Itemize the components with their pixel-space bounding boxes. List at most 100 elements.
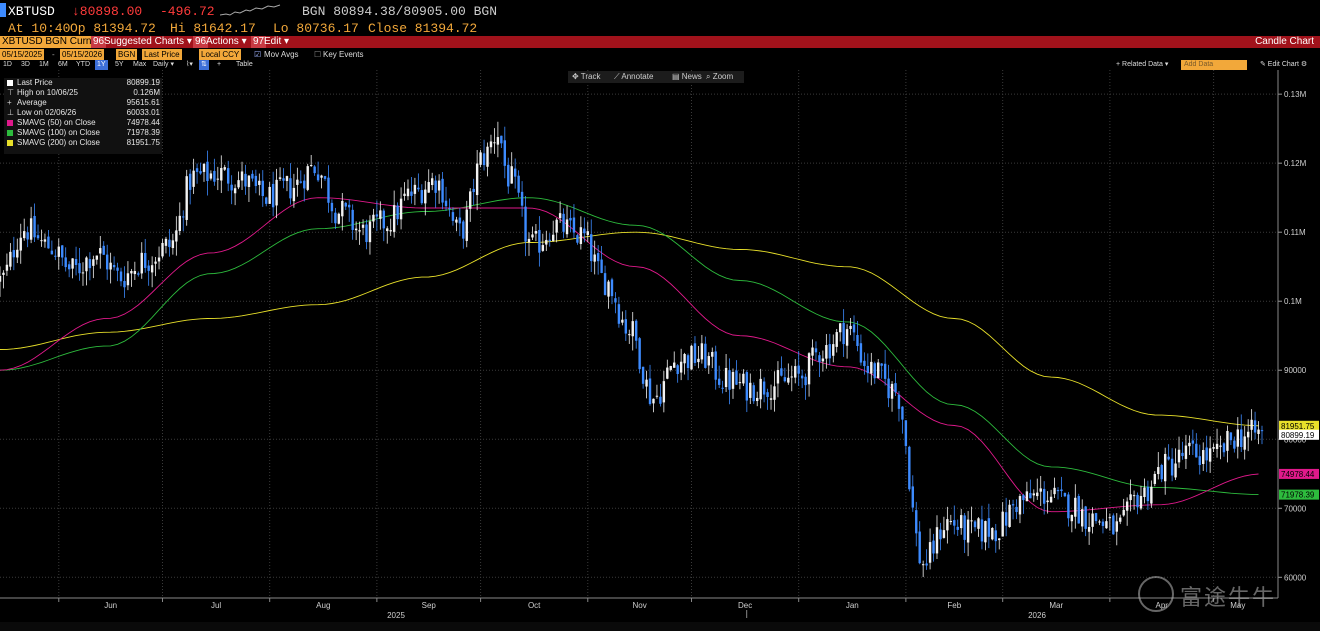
- candle-up: [368, 221, 372, 243]
- candle-down: [524, 206, 527, 242]
- range-ytd[interactable]: YTD: [76, 61, 90, 68]
- ticker-symbol[interactable]: XBTUSD: [8, 4, 55, 19]
- candle-up: [1049, 496, 1053, 503]
- legend-sma50[interactable]: SMAVG (50) on Close 74978.44: [4, 118, 162, 128]
- candle-up: [966, 519, 970, 543]
- candle-down: [254, 175, 258, 187]
- average-marker-icon: +: [7, 98, 12, 107]
- range-6m[interactable]: 6M: [58, 61, 68, 68]
- candle-up: [372, 214, 375, 222]
- candle-up: [465, 209, 468, 241]
- candle-up: [531, 234, 534, 238]
- candle-up: [427, 182, 430, 193]
- candle-down: [147, 265, 150, 271]
- range-max[interactable]: Max: [133, 61, 147, 68]
- candle-up: [821, 358, 825, 362]
- candle-up: [1018, 496, 1022, 515]
- add-icon[interactable]: +: [217, 61, 222, 68]
- currency-field[interactable]: Local CCY: [199, 49, 242, 60]
- candle-down: [112, 264, 116, 268]
- candle-style-icon[interactable]: ⇅: [199, 60, 209, 70]
- x-month-label: Dec: [738, 601, 752, 610]
- price-field[interactable]: Last Price: [142, 49, 182, 60]
- actions-menu[interactable]: Actions ▾: [206, 36, 247, 47]
- candle-up: [430, 178, 434, 185]
- candle-chart[interactable]: 600007000080000900000.1M0.11M0.12M0.13M …: [0, 70, 1320, 622]
- candle-down: [880, 363, 883, 366]
- candle-up: [130, 270, 133, 274]
- legend-sma100[interactable]: SMAVG (100) on Close 71978.39: [4, 128, 162, 138]
- candle-up: [379, 210, 382, 219]
- candle-down: [1077, 496, 1080, 524]
- legend-swatch: [7, 120, 13, 126]
- edit-menu[interactable]: Edit ▾: [264, 36, 290, 47]
- candle-down: [351, 209, 354, 230]
- candle-down: [102, 245, 105, 255]
- candle-up: [928, 542, 932, 563]
- sma100-line: [0, 197, 1259, 496]
- candle-down: [901, 406, 904, 420]
- legend-low: ⊥ Low on 02/06/26 60033.01: [7, 108, 160, 117]
- candle-down: [1136, 494, 1139, 508]
- start-date-field[interactable]: 05/15/2025: [0, 49, 45, 60]
- candle-down: [866, 365, 870, 374]
- candle-down: [105, 254, 109, 270]
- related-data-menu[interactable]: + Related Data ▾: [1116, 61, 1169, 68]
- end-date-field[interactable]: 05/15/2026: [60, 49, 105, 60]
- candle-up: [1036, 492, 1039, 497]
- mov-avgs-label[interactable]: Mov Avgs: [264, 50, 299, 59]
- news-button[interactable]: ▤ News: [672, 72, 702, 81]
- candle-up: [43, 239, 47, 242]
- mov-avgs-checkbox[interactable]: ☑: [254, 50, 262, 59]
- candle-down: [918, 531, 921, 564]
- candle-down: [261, 180, 264, 196]
- candle-up: [81, 272, 85, 274]
- candle-up: [835, 332, 838, 347]
- key-events-checkbox[interactable]: ☐: [314, 50, 322, 59]
- last-price: ↓80898.00: [72, 4, 143, 19]
- candle-up: [949, 521, 953, 523]
- candle-up: [240, 171, 244, 181]
- annotate-button[interactable]: ⟋ Annotate: [614, 72, 654, 81]
- line-style-icon[interactable]: ⌇▾: [186, 61, 193, 68]
- candle-down: [513, 168, 517, 177]
- candle-down: [617, 304, 621, 324]
- edit-chart-button[interactable]: ✎ Edit Chart ⚙: [1260, 61, 1308, 68]
- y-tick-label: 0.11M: [1284, 228, 1306, 237]
- security-field[interactable]: XBTUSD BGN Curncy: [0, 36, 104, 48]
- range-1d[interactable]: 1D: [3, 61, 12, 68]
- candle-down: [1205, 447, 1208, 461]
- candle-up: [275, 179, 278, 206]
- range-5y[interactable]: 5Y: [115, 61, 124, 68]
- suggested-charts-menu[interactable]: Suggested Charts ▾: [104, 36, 192, 47]
- candle-up: [285, 176, 289, 181]
- legend-last-price[interactable]: Last Price 80899.19: [4, 78, 162, 88]
- candle-down: [766, 392, 769, 397]
- chart-type-label[interactable]: Candle Chart: [1255, 36, 1314, 47]
- candle-down: [327, 177, 330, 203]
- add-data-input[interactable]: Add Data: [1181, 60, 1247, 70]
- frequency-select[interactable]: Daily ▾: [153, 61, 175, 68]
- candle-up: [309, 165, 313, 167]
- legend-sma200[interactable]: SMAVG (200) on Close 81951.75: [4, 138, 162, 148]
- range-1m[interactable]: 1M: [39, 61, 49, 68]
- candle-up: [386, 228, 389, 232]
- range-1y[interactable]: 1Y: [95, 60, 108, 70]
- range-3d[interactable]: 3D: [21, 61, 30, 68]
- candle-down: [828, 344, 832, 359]
- key-events-label[interactable]: Key Events: [323, 50, 364, 59]
- candle-up: [870, 361, 873, 374]
- candle-down: [382, 210, 385, 229]
- source-field[interactable]: BGN: [116, 49, 138, 60]
- candle-up: [133, 271, 137, 275]
- watermark: 富途牛牛: [1138, 576, 1308, 612]
- candle-up: [776, 370, 780, 384]
- candle-down: [517, 175, 520, 193]
- candle-up: [337, 213, 341, 224]
- candle-up: [946, 519, 949, 531]
- candle-down: [1240, 429, 1243, 448]
- candle-down: [856, 335, 859, 346]
- table-button[interactable]: Table: [236, 61, 253, 68]
- zoom-button[interactable]: ⌕ Zoom: [706, 72, 734, 81]
- track-button[interactable]: ✥ Track: [572, 72, 601, 81]
